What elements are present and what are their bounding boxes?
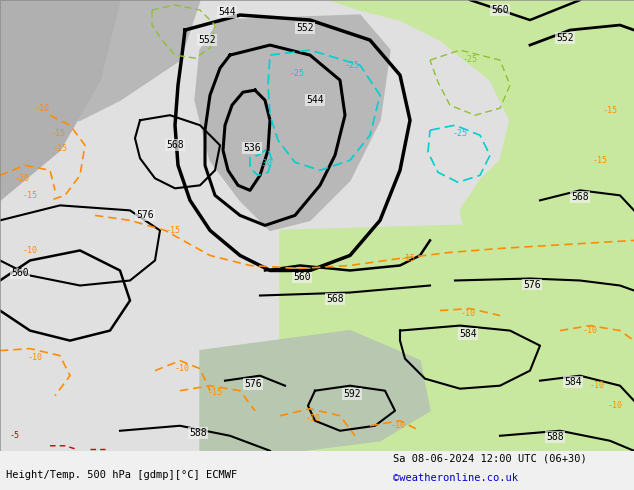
Text: 560: 560 — [293, 272, 311, 283]
Text: -25: -25 — [290, 69, 304, 77]
Text: 536: 536 — [243, 143, 261, 153]
Text: 544: 544 — [218, 7, 236, 17]
Text: -15: -15 — [602, 106, 618, 115]
Text: -10: -10 — [391, 421, 406, 430]
Polygon shape — [195, 15, 390, 230]
Text: -15: -15 — [165, 226, 181, 235]
Text: -10: -10 — [607, 401, 623, 410]
Text: 544: 544 — [306, 95, 324, 105]
Text: 576: 576 — [523, 279, 541, 290]
Text: 560: 560 — [11, 269, 29, 278]
Text: -15: -15 — [51, 129, 65, 138]
Text: 552: 552 — [296, 23, 314, 33]
Polygon shape — [280, 220, 634, 451]
Text: -5: -5 — [10, 431, 20, 441]
Text: -30: -30 — [257, 159, 273, 168]
Text: Height/Temp. 500 hPa [gdmp][°C] ECMWF: Height/Temp. 500 hPa [gdmp][°C] ECMWF — [6, 470, 238, 480]
Text: 568: 568 — [571, 193, 589, 202]
Text: -15: -15 — [22, 191, 37, 200]
Text: -10: -10 — [27, 353, 42, 362]
Text: -15: -15 — [593, 156, 607, 165]
Text: -15: -15 — [401, 254, 415, 263]
Text: 584: 584 — [564, 377, 582, 387]
Text: -10: -10 — [174, 364, 190, 373]
Text: ©weatheronline.co.uk: ©weatheronline.co.uk — [393, 473, 518, 483]
Text: -25: -25 — [453, 129, 467, 138]
Text: 568: 568 — [166, 140, 184, 150]
Text: 576: 576 — [136, 210, 154, 221]
Text: -10: -10 — [583, 326, 597, 335]
Text: 552: 552 — [198, 35, 216, 45]
Text: 592: 592 — [343, 389, 361, 399]
Text: 588: 588 — [189, 428, 207, 438]
Text: -10: -10 — [460, 309, 476, 318]
Text: 584: 584 — [459, 329, 477, 339]
Polygon shape — [0, 0, 200, 150]
Polygon shape — [200, 331, 430, 451]
Text: 576: 576 — [244, 379, 262, 389]
Polygon shape — [330, 0, 634, 341]
Text: -20: -20 — [15, 174, 30, 183]
Text: -15: -15 — [207, 388, 223, 397]
Text: -15: -15 — [53, 144, 67, 153]
Text: -25: -25 — [462, 54, 477, 64]
Text: -10: -10 — [22, 246, 37, 255]
Text: -25: -25 — [344, 61, 359, 70]
Text: -10: -10 — [590, 381, 604, 390]
Text: 588: 588 — [546, 432, 564, 442]
Text: -10: -10 — [34, 104, 49, 113]
Text: 552: 552 — [556, 33, 574, 43]
Polygon shape — [0, 0, 120, 200]
Text: 560: 560 — [491, 5, 509, 15]
Text: -10: -10 — [306, 414, 321, 423]
Text: Sa 08-06-2024 12:00 UTC (06+30): Sa 08-06-2024 12:00 UTC (06+30) — [393, 453, 587, 463]
Text: 568: 568 — [326, 294, 344, 303]
